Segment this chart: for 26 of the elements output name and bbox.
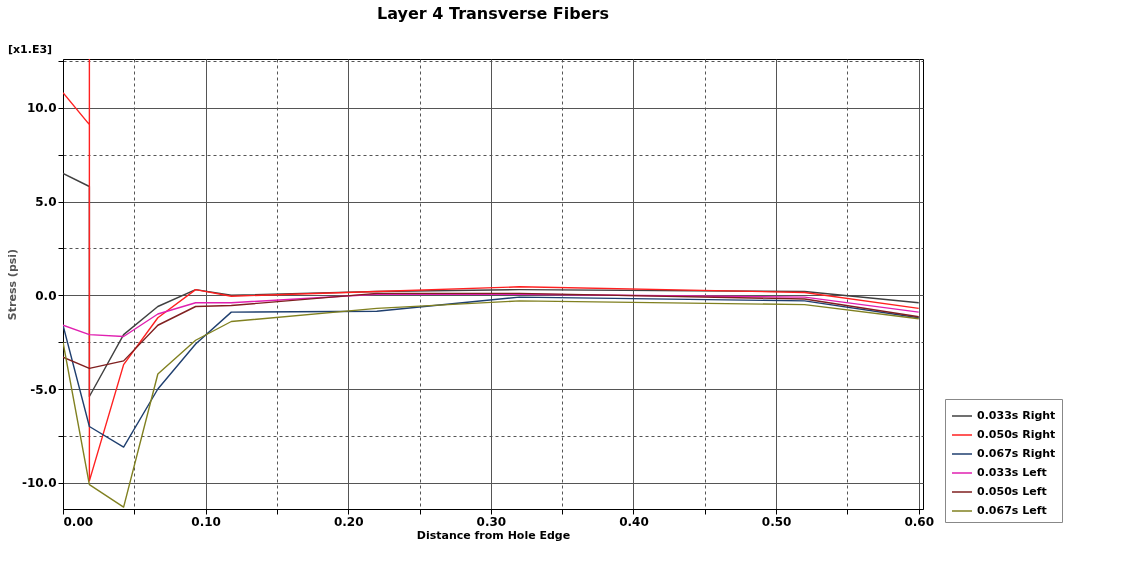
y-tick-label: -5.0	[30, 382, 57, 397]
text: [x1.E3]	[8, 43, 53, 56]
line-series	[63, 292, 920, 370]
line-series	[63, 59, 920, 482]
y-tick-label: 5.0	[35, 195, 57, 209]
x-tick-label: 0.30	[476, 514, 507, 529]
x-tick-label: 0.60	[904, 514, 935, 529]
x-tick-label: 0.40	[619, 514, 649, 529]
chart-title: Layer 4 Transverse Fibers	[377, 4, 609, 23]
legend-label: 0.033s Left	[977, 466, 1047, 479]
line-series	[63, 296, 920, 448]
line-series	[63, 300, 920, 508]
legend-label: 0.050s Left	[977, 485, 1047, 498]
x-tick-label: 0.20	[333, 514, 364, 529]
legend-label: 0.067s Right	[977, 447, 1056, 460]
x-tick-label: 0.00	[63, 514, 94, 529]
x-axis-title: Distance from Hole Edge	[416, 528, 571, 542]
legend-label: 0.033s Right	[977, 409, 1056, 422]
legend-label: 0.067s Left	[977, 504, 1047, 517]
y-tick-label: 0.0	[35, 288, 57, 303]
x-tick-label: 0.50	[761, 514, 792, 529]
y-axis-title: Stress (psi)	[5, 248, 19, 321]
x-tick-label: 0.10	[191, 514, 221, 529]
y-tick-label: -10.0	[21, 476, 57, 491]
legend-label: 0.050s Right	[977, 428, 1056, 441]
y-tick-label: 10.0	[26, 101, 57, 116]
